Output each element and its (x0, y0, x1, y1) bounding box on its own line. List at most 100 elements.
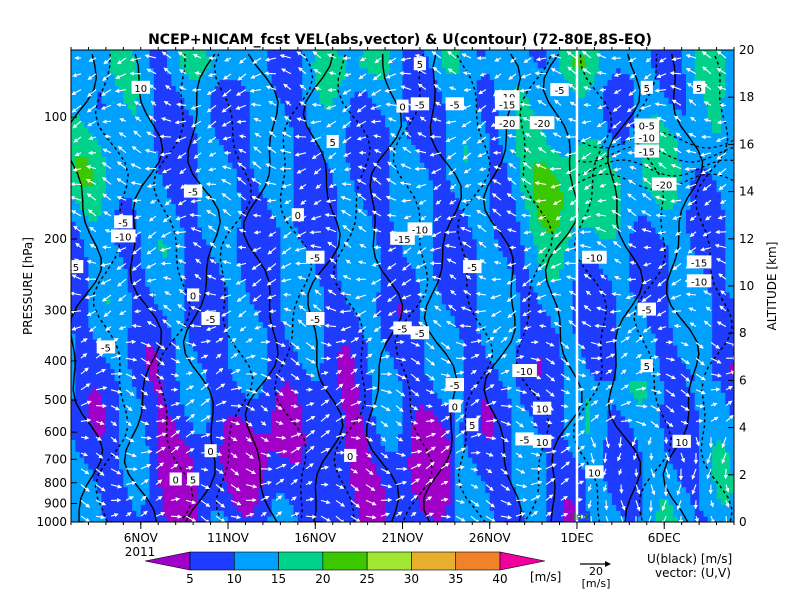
field-cell (262, 144, 268, 151)
field-cell (188, 55, 194, 63)
field-cell (184, 55, 190, 63)
field-cell (228, 61, 233, 69)
field-cell (328, 297, 334, 305)
field-cell (232, 97, 238, 104)
field-cell (136, 303, 142, 311)
field-cell (132, 256, 138, 263)
field-cell (337, 315, 343, 322)
field-cell (140, 333, 146, 340)
field-cell (171, 67, 177, 75)
field-cell (149, 510, 155, 517)
field-cell (245, 315, 251, 322)
field-cell (236, 327, 242, 334)
field-cell (214, 415, 220, 423)
field-cell (284, 50, 290, 57)
field-cell (324, 156, 329, 163)
field-cell (293, 144, 299, 151)
field-cell (236, 510, 242, 517)
field-cell (249, 451, 255, 458)
field-cell (258, 132, 264, 140)
field-cell (297, 221, 303, 228)
field-cell (197, 433, 203, 440)
field-cell (293, 291, 299, 299)
field-cell (119, 73, 124, 81)
field-cell (197, 262, 203, 269)
field-cell (171, 498, 177, 505)
field-cell (153, 474, 159, 482)
field-cell (280, 91, 286, 98)
field-cell (271, 168, 277, 175)
field-cell (210, 291, 216, 299)
field-cell (310, 286, 316, 293)
field-cell (97, 463, 103, 470)
field-cell (293, 120, 299, 128)
field-cell (284, 67, 290, 75)
field-cell (132, 61, 138, 69)
field-cell (206, 339, 212, 346)
field-cell (119, 404, 124, 411)
field-cell (280, 73, 286, 81)
field-cell (297, 409, 303, 417)
field-cell (114, 421, 120, 429)
field-cell (267, 415, 273, 423)
field-cell (306, 103, 312, 110)
field-cell (324, 486, 329, 494)
field-cell (236, 109, 242, 116)
field-cell (188, 256, 194, 263)
field-cell (271, 144, 277, 151)
field-cell (71, 439, 76, 446)
field-cell (167, 392, 172, 399)
field-cell (297, 392, 303, 399)
field-cell (280, 498, 286, 505)
field-cell (132, 492, 138, 499)
field-cell (145, 215, 151, 222)
field-cell (306, 439, 312, 446)
field-cell (293, 504, 299, 511)
field-cell (236, 185, 242, 193)
field-cell (258, 398, 264, 405)
field-cell (162, 286, 168, 293)
field-cell (206, 120, 212, 128)
field-cell (223, 256, 229, 263)
field-cell (297, 510, 303, 517)
field-cell (110, 398, 116, 405)
field-cell (310, 439, 316, 446)
field-cell (315, 185, 321, 193)
field-cell (167, 386, 172, 393)
field-cell (110, 185, 116, 193)
field-cell (201, 209, 207, 216)
field-cell (302, 451, 308, 458)
field-cell (97, 221, 103, 228)
field-cell (123, 79, 129, 86)
field-cell (337, 268, 343, 275)
field-cell (101, 291, 107, 299)
field-cell (228, 333, 233, 340)
field-cell (184, 486, 190, 494)
field-cell (223, 492, 229, 499)
field-cell (79, 339, 85, 346)
field-cell (105, 398, 111, 405)
field-cell (310, 274, 316, 281)
field-cell (197, 280, 203, 287)
field-cell (167, 168, 172, 175)
field-cell (214, 173, 220, 181)
field-cell (267, 480, 273, 488)
field-cell (276, 173, 281, 181)
field-cell (84, 374, 90, 381)
field-cell (201, 350, 207, 358)
field-cell (153, 439, 159, 446)
field-cell (219, 280, 225, 287)
field-cell (267, 268, 273, 275)
field-cell (254, 191, 260, 199)
field-cell (302, 120, 308, 128)
field-cell (293, 238, 299, 246)
field-cell (197, 427, 203, 435)
field-cell (75, 309, 81, 317)
field-cell (328, 433, 334, 440)
field-cell (132, 191, 138, 199)
field-cell (201, 392, 207, 399)
field-cell (149, 256, 155, 263)
field-cell (127, 345, 133, 352)
field-cell (175, 232, 181, 240)
